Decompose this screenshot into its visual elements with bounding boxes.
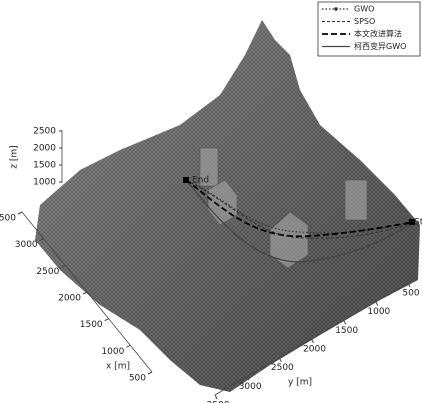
y-tick [344, 320, 346, 324]
legend-label: SPSO [354, 17, 375, 26]
x-tick-label: 1000 [101, 347, 124, 357]
y-tick [376, 302, 378, 306]
start-label: Start [414, 218, 422, 228]
x-label: x [m] [106, 362, 130, 372]
x-tick-label: 2000 [58, 294, 81, 304]
y-tick-label: 1500 [335, 326, 358, 336]
x-tick [105, 319, 109, 321]
y-tick [215, 395, 217, 399]
y-tick-label: 500 [402, 289, 419, 299]
y-tick-label: 3000 [239, 382, 262, 392]
y-tick [312, 339, 314, 343]
z-tick-label: 1500 [33, 161, 56, 171]
legend-marker [334, 7, 338, 11]
x-tick-label: 500 [129, 374, 146, 384]
y-tick-label: 2500 [271, 363, 294, 373]
x-tick [148, 372, 152, 374]
x-tick-label: 1500 [80, 320, 103, 330]
z-tick-label: 2000 [33, 144, 56, 154]
y-label: y [m] [288, 378, 312, 388]
z-tick-label: 1000 [33, 178, 56, 188]
legend-label: GWO [354, 5, 374, 14]
x-tick-label: 3500 [0, 214, 16, 224]
x-tick-label: 2500 [36, 267, 59, 277]
z-tick-label: 2500 [33, 127, 56, 137]
end-label: End [192, 176, 209, 186]
chart: z [m] x [m] y [m] End Start GWO SPSO 本文改进算… [0, 0, 422, 403]
legend-label: 柯西变异GWO [354, 41, 406, 51]
y-tick-label: 1000 [367, 307, 390, 317]
x-tick [18, 212, 22, 214]
z-label: z [m] [10, 145, 20, 168]
end-marker [183, 177, 189, 183]
x-tick [126, 345, 130, 347]
legend-label: 本文改进算法 [354, 29, 402, 39]
x-tick-label: 3000 [15, 240, 38, 250]
y-tick-label: 2000 [303, 345, 326, 355]
